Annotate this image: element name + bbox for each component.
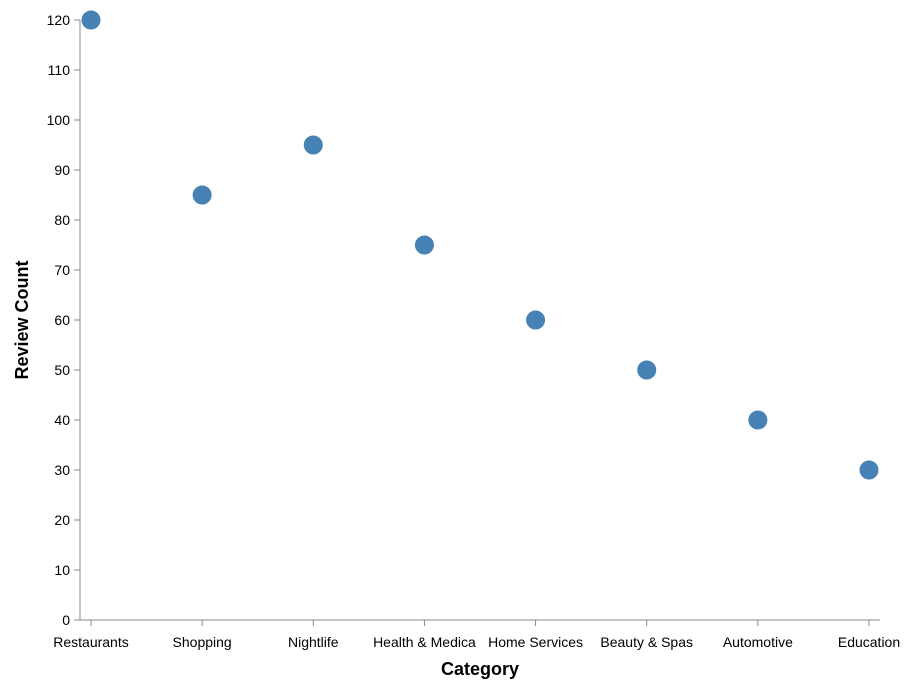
y-axis: 0 10 20 30 40 50 60 70 80 90 100 110 120 [47,12,81,628]
data-point [302,134,324,156]
x-axis: Restaurants Shopping Nightlife Health & Med… [53,619,900,650]
data-point [525,309,547,331]
y-axis-title: Review Count [12,260,32,379]
x-tick-label: Beauty & Spas [600,634,693,650]
data-point [747,409,769,431]
data-point [80,9,102,31]
x-tick-label: Automotive [723,634,793,650]
y-tick-label: 60 [54,312,70,328]
y-tick-label: 10 [54,562,70,578]
x-tick-label: Home Services [488,634,583,650]
y-tick-label: 50 [54,362,70,378]
y-tick-label: 70 [54,262,70,278]
y-tick-label: 120 [47,12,71,28]
x-tick-label: Restaurants [53,634,128,650]
y-tick-label: 0 [62,612,70,628]
data-point [858,459,880,481]
x-tick-label: Health & Medica [373,634,476,650]
x-tick-label: Shopping [173,634,232,650]
data-point [413,234,435,256]
data-point [191,184,213,206]
y-tick-label: 30 [54,462,70,478]
y-tick-label: 100 [47,112,71,128]
data-points [80,9,880,481]
y-tick-label: 40 [54,412,70,428]
data-point [636,359,658,381]
x-tick-label: Nightlife [288,634,339,650]
y-tick-label: 110 [48,62,71,78]
y-tick-label: 20 [54,512,70,528]
x-axis-title: Category [441,659,519,679]
x-tick-label: Education [838,634,900,650]
y-tick-label: 90 [54,162,70,178]
y-tick-label: 80 [54,212,70,228]
